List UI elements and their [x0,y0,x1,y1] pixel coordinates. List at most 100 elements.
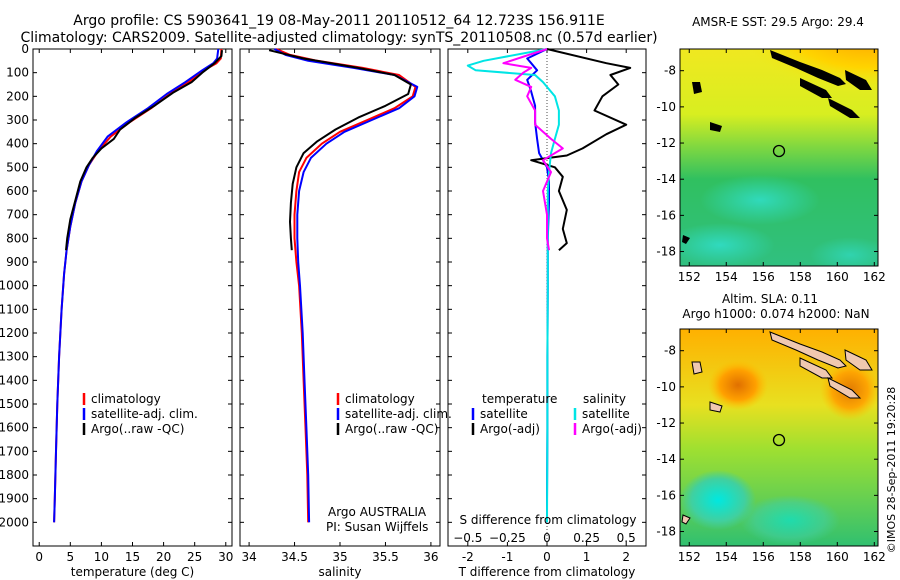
island-coastline [827,377,862,399]
legend-label-satellite: satellite-adj. clim. [91,407,198,421]
map-x-tick-label: 158 [789,550,812,564]
legend-header-temperature: temperature [482,392,557,406]
y-tick-label: 400 [6,137,29,151]
salinity-legend: climatology satellite-adj. clim. Argo(..… [326,392,452,534]
legend-label-satellite: satellite-adj. clim. [345,407,452,421]
x-axis-label: T difference from climatology [458,565,636,579]
map-y-tick-label: -16 [656,488,676,502]
map-x-tick-label: 158 [789,270,812,284]
legend-label-sal-satellite: satellite [582,407,630,421]
legend-label-temp-argo: Argo(-adj) [480,422,540,436]
y-tick-label: 1100 [0,302,29,316]
argo-agency-annotation: Argo AUSTRALIA [328,505,427,519]
y-tick-label: 1400 [0,373,29,387]
map-x-tick-label: 154 [715,270,738,284]
sla-high-anomaly [708,360,768,410]
map-x-tick-label: 162 [863,270,886,284]
x-tick-label: 1 [583,550,591,564]
island-coastline [800,78,832,98]
x-axis-label: temperature (deg C) [71,565,194,579]
map-x-tick-label: 152 [678,550,701,564]
s-difference-axis-label: S difference from climatology [460,513,637,527]
map-x-tick-label: 156 [752,270,775,284]
map-y-tick-label: -12 [656,136,676,150]
x-tick-label: 34.5 [281,550,308,564]
legend-label-temp-satellite: satellite [480,407,528,421]
sst-map: AMSR-E SST: 29.5 Argo: 29.4 152 154 156 158… [656,15,886,284]
legend-header-salinity: salinity [583,392,626,406]
y-tick-label: 500 [6,160,29,174]
y-tick-label: 1600 [0,421,29,435]
legend-label-sal-argo: Argo(-adj) [582,422,642,436]
legend-label-climatology: climatology [91,392,161,406]
series-line-argo-raw-qc- [65,50,223,251]
sla-low-anomaly [740,495,840,545]
y-tick-label: 300 [6,113,29,127]
y-tick-label: 1700 [0,444,29,458]
difference-plot: -2 -1 0 1 2 −0.5 −0.25 0 0.25 0.5 T difference fro… [447,48,647,579]
temperature-legend: climatology satellite-adj. clim. Argo(..… [82,392,198,436]
x-tick-label: 34 [241,550,256,564]
island-coastline [770,50,846,86]
salinity-plot: 34 34.5 35 35.5 36 salinity [239,48,441,579]
series-line-temperature-argo-adj- [530,48,632,251]
legend-label-climatology: climatology [345,392,415,406]
y-tick-label: 1300 [0,350,29,364]
x-axis-label: salinity [318,565,361,579]
map-y-tick-label: -10 [656,100,676,114]
map-y-tick-label: -10 [656,380,676,394]
y-tick-label: 0 [21,42,29,56]
x-tick-label: 15 [125,550,140,564]
map-y-tick-label: -14 [656,172,676,186]
island-coastline [799,357,833,379]
map-x-tick-label: 160 [826,270,849,284]
sst-land-mask [682,50,872,244]
x-tick-label: 10 [94,550,109,564]
s-tick-label: −0.5 [453,531,482,545]
argo-location-marker [772,144,786,158]
y-tick-label: 700 [6,208,29,222]
sst-cool-patch [700,175,820,225]
y-tick-label: 1800 [0,468,29,482]
island-coastline [710,122,722,132]
sst-cool-patch [810,237,878,266]
y-tick-label: 1500 [0,397,29,411]
map-x-tick-label: 152 [678,270,701,284]
series-line-temperature-satellite [526,48,550,523]
map-y-tick-label: -12 [656,416,676,430]
x-tick-label: 0 [543,550,551,564]
s-tick-label: 0.25 [573,531,600,545]
x-tick-label: 2 [622,550,630,564]
map-x-tick-label: 162 [863,550,886,564]
y-tick-label: 2000 [0,515,29,529]
map-y-tick-label: -8 [664,64,676,78]
island-coastline [845,70,872,90]
x-tick-label: -2 [462,550,474,564]
island-coastline [709,401,723,413]
sla-map-frame [679,328,879,547]
figure-title-line2: Climatology: CARS2009. Satellite-adjuste… [20,30,657,46]
x-tick-label: 36 [423,550,438,564]
sst-map-frame [679,48,879,267]
sst-cool-patch [680,223,775,266]
map-y-tick-label: -18 [656,245,676,259]
sla-map: Altim. SLA: 0.11 Argo h1000: 0.074 h2000… [656,292,885,564]
x-tick-label: 35 [332,550,347,564]
map-x-tick-label: 156 [752,550,775,564]
map-y-tick-label: -16 [656,208,676,222]
y-tick-label: 1200 [0,326,29,340]
x-tick-label: 25 [187,550,202,564]
sla-map-title-line1: Altim. SLA: 0.11 [722,292,818,306]
y-tick-label: 600 [6,184,29,198]
legend-label-argo: Argo(..raw -QC) [91,422,184,436]
y-tick-label: 1900 [0,492,29,506]
temperature-plot: 0100200300400500600700800900100011001200… [0,42,233,579]
x-tick-label: 0 [35,550,43,564]
s-tick-label: 0.5 [617,531,636,545]
series-line-salinity-satellite [466,48,560,523]
sst-warm-pool [700,49,878,130]
island-coastline [682,235,690,244]
series-line-satellite-adj-clim- [53,48,220,523]
island-coastline [828,98,860,118]
